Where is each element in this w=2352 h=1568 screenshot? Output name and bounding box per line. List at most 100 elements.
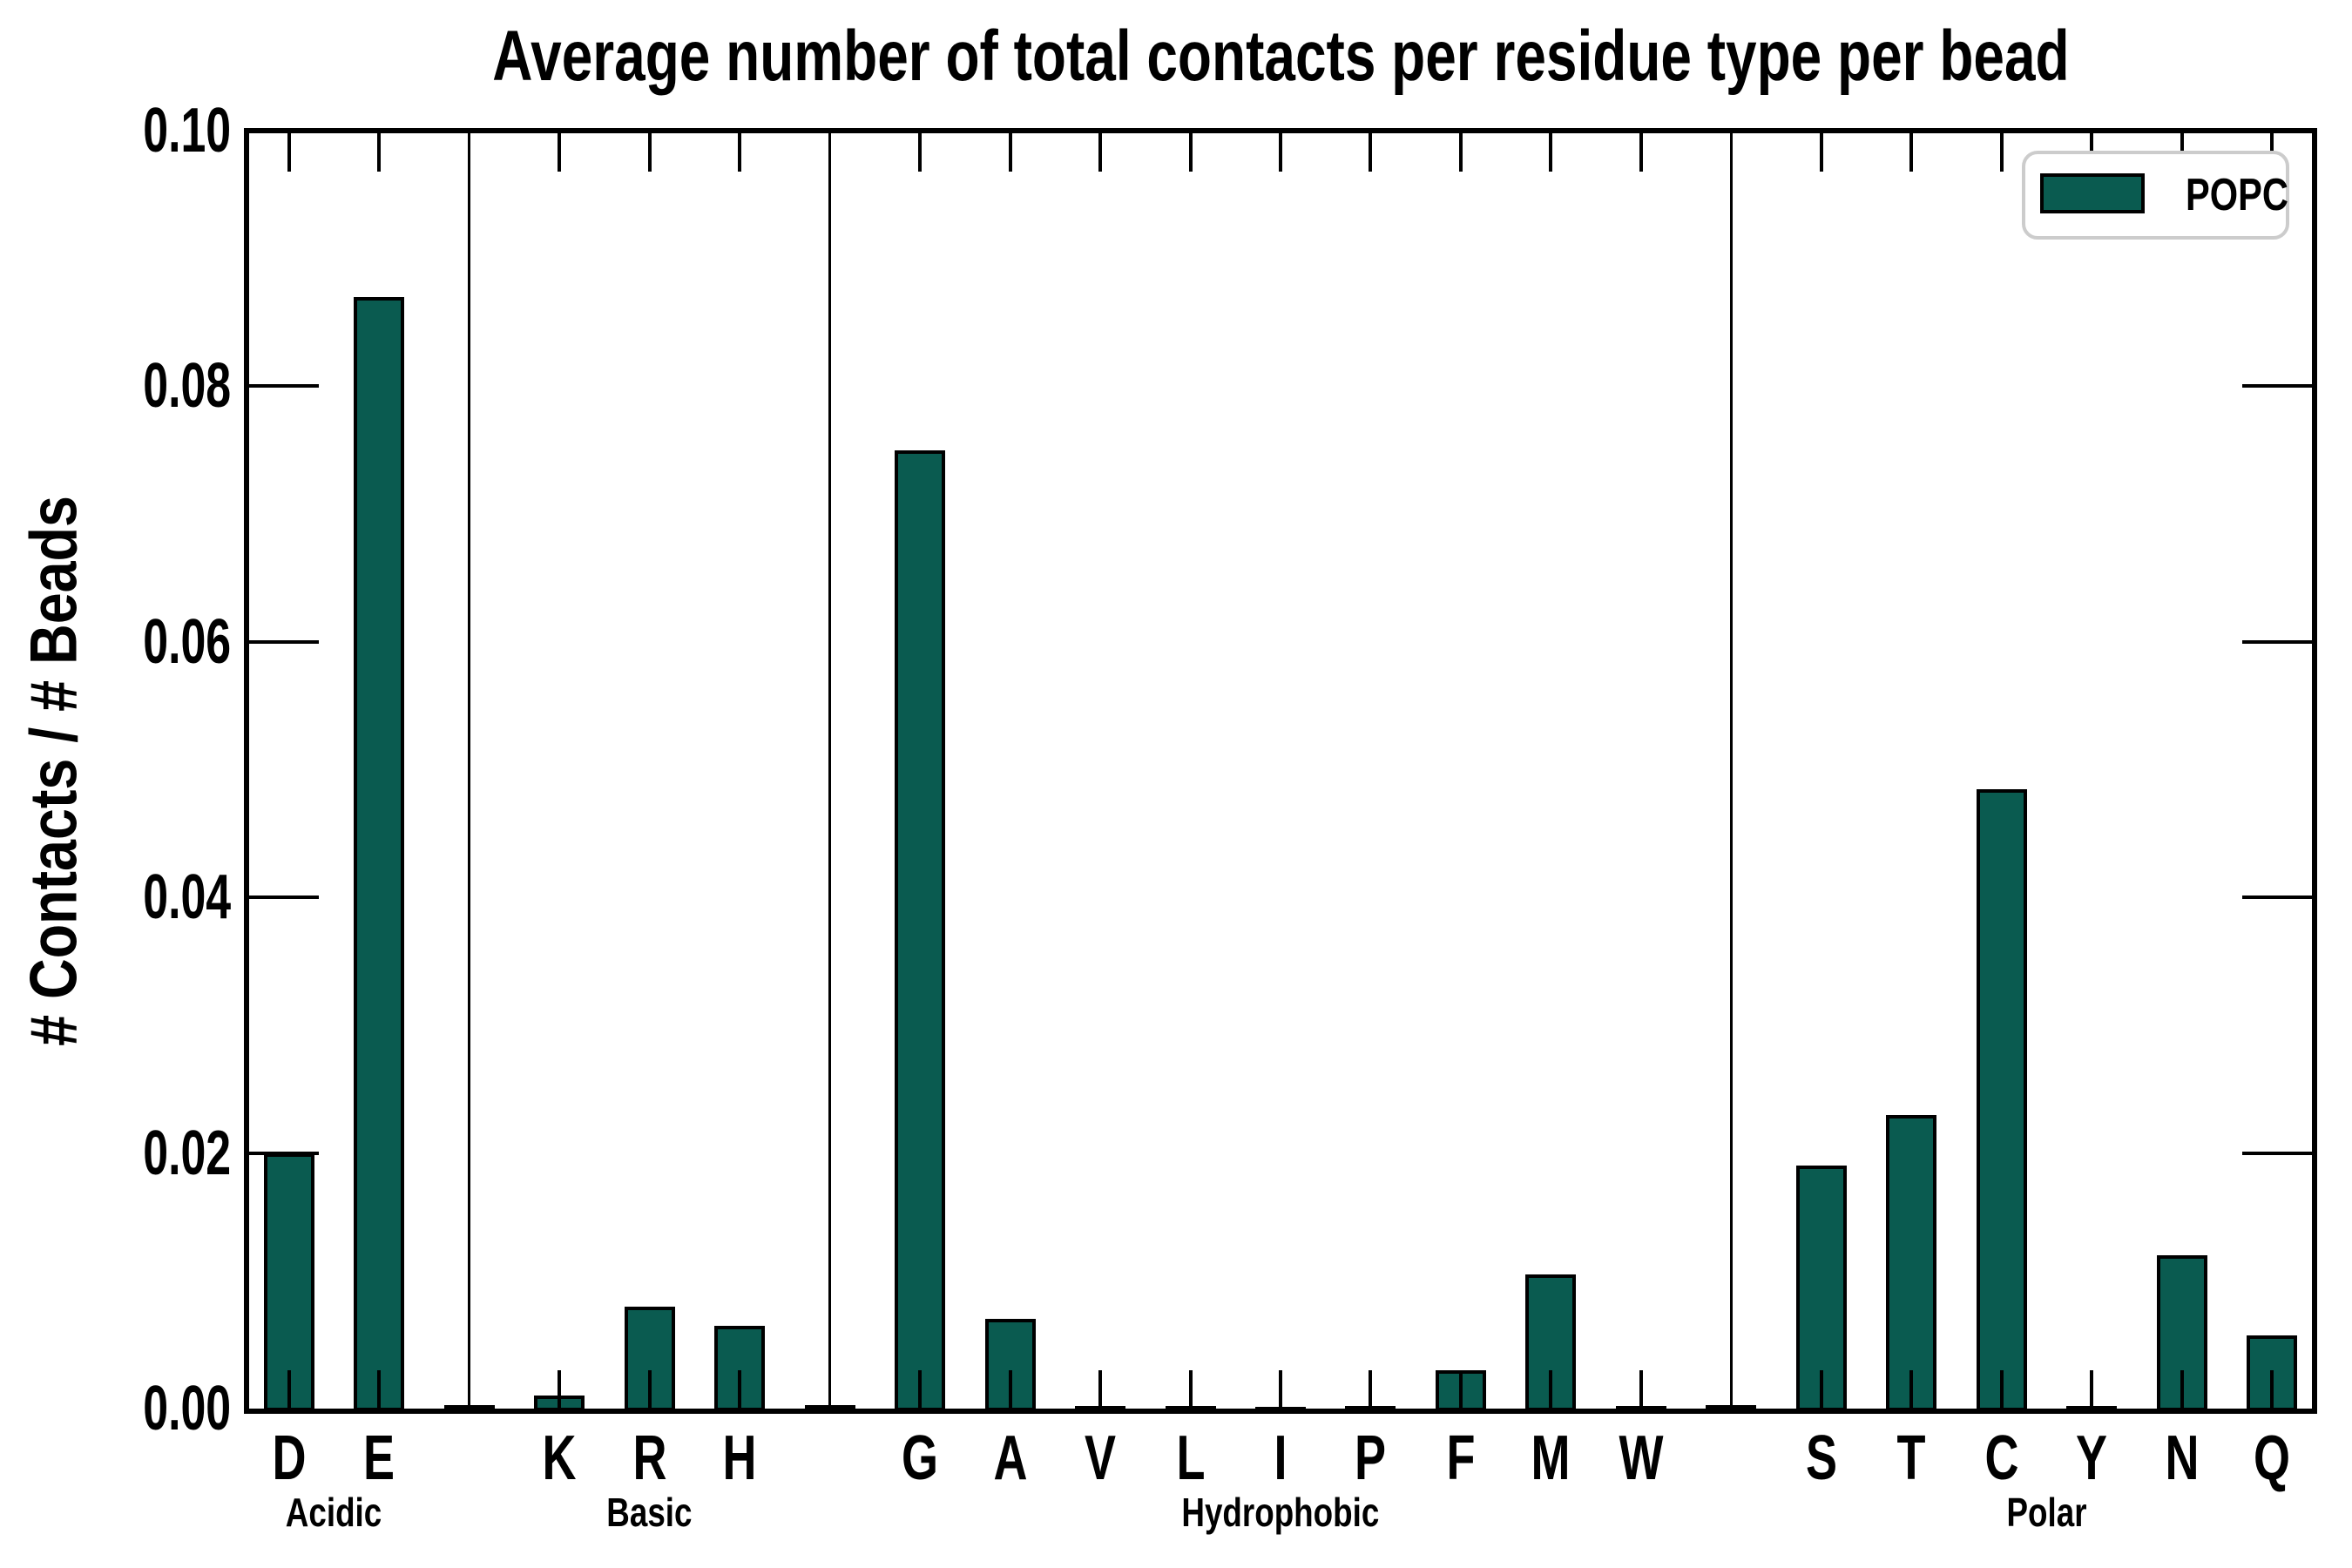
y-major-tick-right-1 [2242, 1151, 2312, 1155]
x-tick-label-E: E [327, 1427, 431, 1490]
x-minor-tick-bottom-Y [2090, 1370, 2094, 1409]
x-minor-tick-bottom-M [1549, 1370, 1553, 1409]
y-tick-label-3: 0.06 [22, 607, 231, 677]
x-minor-tick-bottom-N [2180, 1370, 2184, 1409]
group-label-text: Acidic [286, 1490, 382, 1535]
x-tick-label-F: F [1409, 1427, 1513, 1490]
x-minor-tick-bottom-P [1369, 1370, 1373, 1409]
near-zero-bar-separator [1706, 1405, 1757, 1409]
bar-E [354, 297, 405, 1411]
x-minor-tick-top-D [287, 133, 291, 172]
y-tick-label-1: 0.02 [22, 1119, 231, 1188]
x-tick-label-R: R [598, 1427, 702, 1490]
group-label-text: Basic [606, 1490, 693, 1535]
x-tick-label-C: C [1950, 1427, 2054, 1490]
bar-D [263, 1153, 314, 1411]
x-tick-label-text: V [1085, 1423, 1117, 1493]
x-tick-label-text: G [902, 1423, 939, 1493]
x-tick-label-text: I [1274, 1423, 1288, 1493]
x-tick-label-text: Y [2076, 1423, 2108, 1493]
x-minor-tick-bottom-S [1819, 1370, 1823, 1409]
near-zero-bar-separator [804, 1405, 855, 1409]
y-major-tick-left-2 [249, 896, 319, 900]
x-tick-label-text: C [1984, 1423, 2019, 1493]
bar-T [1886, 1115, 1937, 1411]
x-minor-tick-bottom-I [1279, 1370, 1282, 1409]
x-tick-label-text: F [1446, 1423, 1476, 1493]
x-minor-tick-bottom-D [287, 1370, 291, 1409]
x-minor-tick-bottom-G [918, 1370, 923, 1409]
x-tick-label-S: S [1769, 1427, 1874, 1490]
x-tick-label-Q: Q [2220, 1427, 2324, 1490]
bar-M [1525, 1274, 1577, 1411]
y-tick-label-4: 0.08 [22, 351, 231, 421]
bar-L [1165, 1406, 1216, 1411]
bar-G [895, 450, 946, 1411]
x-minor-tick-bottom-C [1999, 1370, 2004, 1409]
x-minor-tick-top-I [1279, 133, 1282, 172]
x-minor-tick-top-M [1549, 133, 1553, 172]
x-tick-label-text: D [272, 1423, 307, 1493]
bar-P [1345, 1406, 1396, 1411]
x-minor-tick-top-A [1008, 133, 1012, 172]
chart-title: Average number of total contacts per res… [244, 16, 2317, 98]
group-label-hydrophobic: Hydrophobic [1098, 1491, 1463, 1533]
x-minor-tick-top-L [1188, 133, 1193, 172]
x-minor-tick-bottom-H [738, 1370, 742, 1409]
y-tick-label-0: 0.00 [22, 1374, 231, 1443]
y-tick-label-2: 0.04 [22, 862, 231, 932]
legend-label-text: POPC [2186, 170, 2288, 220]
y-tick-label-text: 0.00 [143, 1374, 231, 1443]
y-major-tick-left-4 [249, 384, 319, 389]
x-tick-label-text: R [632, 1423, 667, 1493]
x-minor-tick-top-F [1458, 133, 1463, 172]
x-tick-label-T: T [1859, 1427, 1963, 1490]
group-label-acidic: Acidic [151, 1491, 517, 1533]
x-tick-label-text: W [1619, 1423, 1664, 1493]
x-tick-label-text: T [1896, 1423, 1926, 1493]
plot-area [244, 128, 2317, 1414]
x-tick-label-A: A [958, 1427, 1063, 1490]
bar-H [714, 1326, 766, 1411]
x-minor-tick-bottom-Q [2270, 1370, 2274, 1409]
x-tick-label-P: P [1318, 1427, 1423, 1490]
x-minor-tick-bottom-R [647, 1370, 652, 1409]
x-minor-tick-bottom-F [1458, 1370, 1463, 1409]
x-tick-label-text: K [542, 1423, 577, 1493]
group-label-text: Hydrophobic [1181, 1490, 1380, 1535]
y-major-tick-left-1 [249, 1151, 319, 1155]
legend-swatch-popc [2040, 173, 2145, 213]
y-major-tick-right-3 [2242, 639, 2312, 644]
y-tick-label-5: 0.10 [22, 96, 231, 166]
legend-box: POPC [2022, 151, 2289, 240]
bar-I [1255, 1407, 1306, 1411]
x-minor-tick-bottom-V [1098, 1370, 1103, 1409]
y-major-tick-left-3 [249, 639, 319, 644]
x-minor-tick-bottom-E [377, 1370, 382, 1409]
x-minor-tick-top-V [1098, 133, 1103, 172]
x-tick-label-L: L [1139, 1427, 1243, 1490]
x-tick-label-K: K [507, 1427, 612, 1490]
y-tick-label-text: 0.08 [143, 351, 231, 422]
y-axis-label-text: # Contacts / # Beads [17, 496, 91, 1046]
x-tick-label-text: E [363, 1423, 395, 1493]
bar-V [1075, 1406, 1126, 1411]
group-divider [828, 133, 832, 1409]
x-tick-label-text: P [1355, 1423, 1387, 1493]
bar-W [1615, 1406, 1666, 1411]
legend-label: POPC [2186, 154, 2314, 236]
group-label-text: Polar [2006, 1490, 2087, 1535]
x-tick-label-Y: Y [2039, 1427, 2144, 1490]
x-minor-tick-top-H [738, 133, 742, 172]
x-minor-tick-top-W [1639, 133, 1643, 172]
x-tick-label-text: L [1176, 1423, 1206, 1493]
x-tick-label-H: H [687, 1427, 792, 1490]
x-tick-label-N: N [2130, 1427, 2234, 1490]
group-label-basic: Basic [467, 1491, 833, 1533]
x-minor-tick-bottom-T [1909, 1370, 1914, 1409]
x-tick-label-G: G [868, 1427, 972, 1490]
near-zero-bar-separator [443, 1405, 495, 1409]
group-divider [468, 133, 471, 1409]
bar-C [1976, 789, 2027, 1411]
